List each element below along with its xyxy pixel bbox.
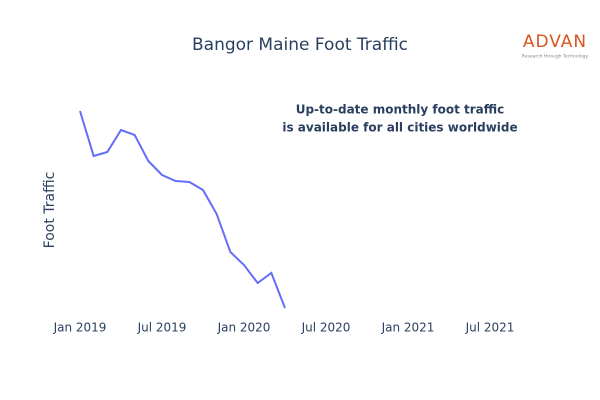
x-tick-label: Jan 2019 [53, 321, 107, 335]
x-tick-label: Jan 2021 [381, 321, 435, 335]
x-tick-label: Jul 2019 [137, 321, 187, 335]
line [79, 110, 286, 309]
logo-tagline: Research through Technology [522, 54, 589, 60]
x-tick-label: Jul 2020 [301, 321, 351, 335]
chart-title: Bangor Maine Foot Traffic [192, 35, 408, 55]
x-tick-label: Jul 2021 [465, 321, 515, 335]
annotation: is available for all cities worldwide [282, 121, 517, 135]
x-tick-label: Jan 2020 [217, 321, 271, 335]
logo: ADVAN [523, 32, 587, 52]
y-axis-label: Foot Traffic [42, 172, 58, 249]
annotation: Up-to-date monthly foot traffic [296, 103, 505, 117]
